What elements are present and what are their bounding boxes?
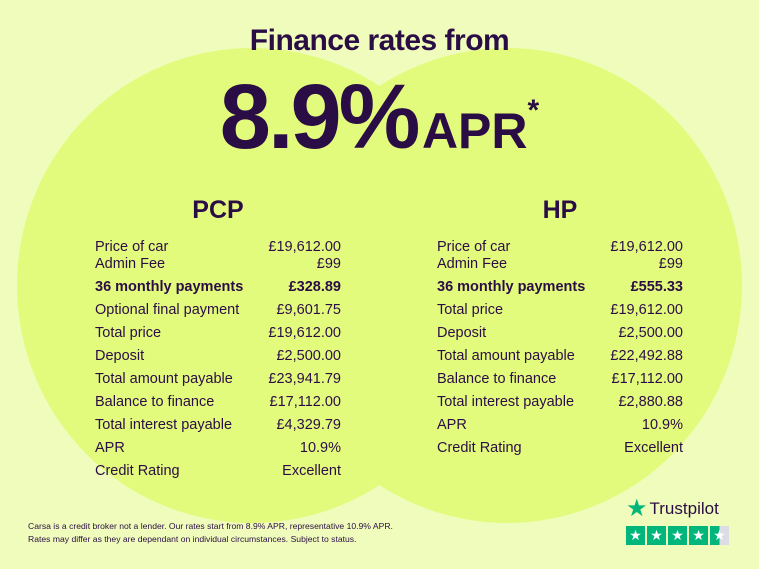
table-row: Credit Rating Excellent	[437, 437, 683, 460]
row-label: Total price	[437, 302, 504, 318]
row-value: £9,601.75	[276, 302, 341, 318]
row-value: £19,612.00	[268, 239, 341, 255]
row-value: 10.9%	[641, 417, 683, 433]
row-value: £19,612.00	[610, 302, 683, 318]
pcp-table: PCP Price of car £19,612.00 Admin Fee £99 36 …	[95, 196, 341, 483]
row-label: 36 monthly payments	[437, 279, 586, 295]
row-value: £23,941.79	[268, 371, 341, 387]
trustpilot-star-icon: ★	[626, 495, 648, 522]
row-value: £4,329.79	[276, 417, 341, 433]
row-value: 10.9%	[299, 440, 341, 456]
row-value: £2,500.00	[618, 325, 683, 341]
table-row: Total interest payable £4,329.79	[95, 414, 341, 437]
row-value: £99	[316, 256, 341, 272]
row-label: Total amount payable	[95, 371, 233, 387]
table-row: Credit Rating Excellent	[95, 460, 341, 483]
hp-table: HP Price of car £19,612.00 Admin Fee £99 36 m…	[437, 196, 683, 460]
row-value: £17,112.00	[269, 394, 342, 410]
star-icon: ★	[626, 526, 645, 545]
table-row: Admin Fee £99	[95, 256, 341, 273]
star-icon: ★	[668, 526, 687, 545]
row-label: Deposit	[437, 325, 487, 341]
row-label: 36 monthly payments	[95, 279, 244, 295]
row-value: Excellent	[282, 463, 341, 479]
row-label: Balance to finance	[95, 394, 215, 410]
row-value: £19,612.00	[268, 325, 341, 341]
star-icon: ★	[689, 526, 708, 545]
disclaimer-line: Rates may differ as they are dependant o…	[28, 534, 357, 544]
row-label: Balance to finance	[437, 371, 557, 387]
table-row: APR 10.9%	[437, 414, 683, 437]
row-label: Total interest payable	[437, 394, 575, 410]
row-value: £2,500.00	[276, 348, 341, 364]
table-row: Total amount payable £22,492.88	[437, 345, 683, 368]
row-value: £22,492.88	[610, 348, 683, 364]
rate-banner: 8.9% APR*	[0, 62, 759, 172]
table-row: Balance to finance £17,112.00	[437, 368, 683, 391]
trustpilot-rating: ★ ★ ★ ★ ★	[626, 526, 729, 545]
table-row: 36 monthly payments £328.89	[95, 276, 341, 299]
pcp-title: PCP	[192, 196, 244, 224]
hp-title: HP	[542, 196, 578, 224]
table-row: Price of car £19,612.00	[437, 239, 683, 256]
row-label: Credit Rating	[95, 463, 180, 479]
row-label: Optional final payment	[95, 302, 240, 318]
star-icon: ★	[647, 526, 666, 545]
table-row: Deposit £2,500.00	[437, 322, 683, 345]
table-row: Total interest payable £2,880.88	[437, 391, 683, 414]
table-row: Optional final payment £9,601.75	[95, 299, 341, 322]
table-row: Admin Fee £99	[437, 256, 683, 273]
row-label: Total amount payable	[437, 348, 575, 364]
row-value: £2,880.88	[618, 394, 683, 410]
row-value: £555.33	[630, 279, 683, 295]
row-label: Credit Rating	[437, 440, 522, 456]
table-row: Total price £19,612.00	[437, 299, 683, 322]
row-label: APR	[95, 440, 125, 456]
row-label: Admin Fee	[95, 256, 166, 272]
row-label: Total interest payable	[95, 417, 233, 433]
decorative-circle-right	[272, 48, 742, 523]
row-label: Deposit	[95, 348, 145, 364]
trustpilot-badge[interactable]: ★ Trustpilot ★ ★ ★ ★ ★	[626, 494, 729, 545]
row-label: Price of car	[95, 239, 169, 255]
row-value: £328.89	[288, 279, 341, 295]
disclaimer: Carsa is a credit broker not a lender. O…	[28, 520, 393, 546]
row-value: £19,612.00	[610, 239, 683, 255]
table-row: Total price £19,612.00	[95, 322, 341, 345]
row-value: £17,112.00	[611, 371, 684, 387]
disclaimer-line: Carsa is a credit broker not a lender. O…	[28, 521, 393, 531]
asterisk: *	[527, 94, 540, 127]
row-value: Excellent	[624, 440, 683, 456]
table-row: Total amount payable £23,941.79	[95, 368, 341, 391]
table-row: Balance to finance £17,112.00	[95, 391, 341, 414]
row-label: APR	[437, 417, 467, 433]
table-row: 36 monthly payments £555.33	[437, 276, 683, 299]
table-row: Deposit £2,500.00	[95, 345, 341, 368]
row-label: Admin Fee	[437, 256, 508, 272]
row-label: Price of car	[437, 239, 511, 255]
headline: Finance rates from	[249, 24, 510, 57]
star-icon: ★	[710, 526, 729, 545]
trustpilot-name: Trustpilot	[649, 498, 719, 518]
row-value: £99	[658, 256, 683, 272]
rate-value: 8.9%	[219, 66, 421, 168]
row-label: Total price	[95, 325, 162, 341]
table-row: APR 10.9%	[95, 437, 341, 460]
table-row: Price of car £19,612.00	[95, 239, 341, 256]
apr-label: APR	[421, 103, 528, 159]
